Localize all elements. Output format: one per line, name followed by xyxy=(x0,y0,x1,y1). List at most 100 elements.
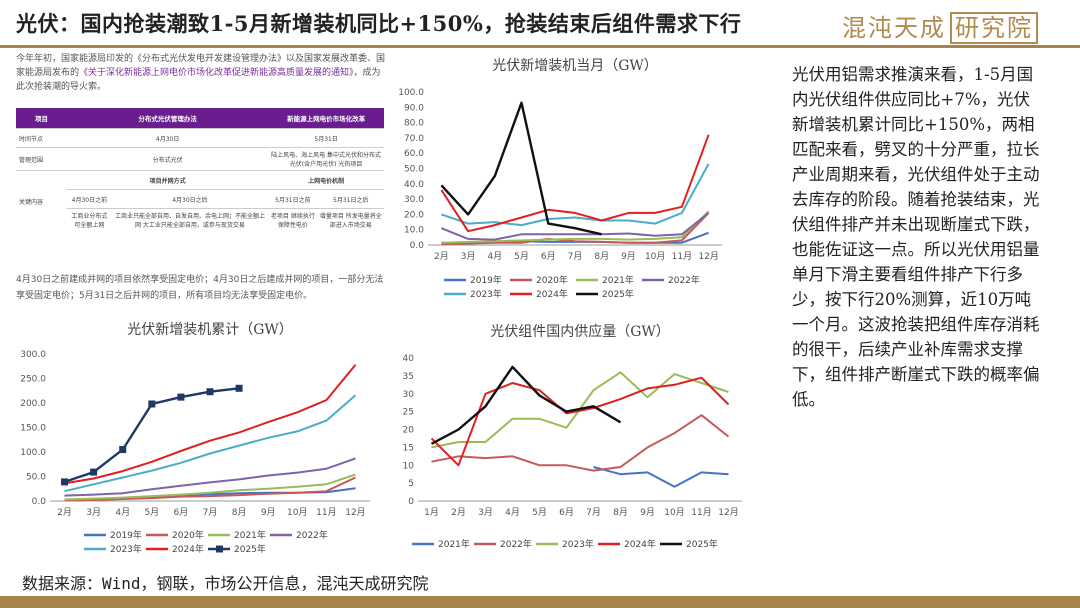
policy-table: 项目 分布式光伏管理办法 新能源上网电价市场化改革 时间节点 4月30日 5月3… xyxy=(16,108,384,231)
x-tick-label: 8月 xyxy=(613,507,628,518)
policy-subheader: 5月31日之后 xyxy=(317,189,384,209)
series-marker xyxy=(61,478,69,486)
x-tick-label: 12月 xyxy=(718,507,738,518)
policy-subheader: 4月30日之后 xyxy=(111,189,269,209)
data-source: 数据来源：Wind，钢联，市场公开信息，混沌天成研究院 xyxy=(22,574,429,593)
legend-label: 2024年 xyxy=(624,538,656,550)
logo-text: 混沌天成 研究院 xyxy=(842,8,1038,44)
y-tick-label: 150.0 xyxy=(20,424,46,434)
series-line-2020年 xyxy=(64,476,356,502)
y-tick-label: 100.0 xyxy=(20,448,46,458)
series-line-2021年 xyxy=(441,210,710,244)
supply-chart: 光伏组件国内供应量（GW） 0 5 10 15 20 25 30 35 40 1月 2月 3月 4月 5月 6… xyxy=(390,318,750,566)
policy-key: 管理范围 xyxy=(16,147,67,171)
y-tick-label: 20.0 xyxy=(404,210,424,220)
series-marker xyxy=(119,446,127,454)
x-tick-label: 7月 xyxy=(203,507,218,518)
legend-label: 2020年 xyxy=(172,529,204,541)
monthly-chart: 光伏新增装机当月（GW） 0.0 10.0 20.0 30.0 40.0 50.0 60.0 7… xyxy=(392,52,732,302)
series-line-2022年 xyxy=(431,414,730,472)
legend-label: 2019年 xyxy=(110,529,142,541)
legend-label: 2023年 xyxy=(562,538,594,550)
x-tick-label: 9月 xyxy=(261,507,276,518)
legend-label: 2023年 xyxy=(470,288,502,300)
legend-label: 2025年 xyxy=(686,538,718,550)
policy-key: 关键内容 xyxy=(16,170,67,231)
series-line-2022年 xyxy=(441,212,710,241)
y-tick-label: 0 xyxy=(408,497,414,507)
y-tick-label: 20 xyxy=(403,426,415,436)
series-line-2021年 xyxy=(593,466,729,488)
x-tick-label: 10月 xyxy=(287,507,307,518)
x-tick-label: 9月 xyxy=(621,251,636,262)
series-marker xyxy=(206,388,214,396)
x-tick-label: 4月 xyxy=(487,251,502,262)
policy-subheader: 4月30日之前 xyxy=(67,189,112,209)
x-tick-label: 3月 xyxy=(86,507,101,518)
logo-text-a: 混沌天成 xyxy=(842,14,946,42)
legend-label: 2021年 xyxy=(438,538,470,550)
policy-subvalue: 工商业分布式可全额上网 xyxy=(67,208,112,231)
x-tick-label: 3月 xyxy=(461,251,476,262)
series-marker xyxy=(90,468,98,476)
series-line-2025年 xyxy=(430,365,622,445)
x-tick-label: 10月 xyxy=(664,507,684,518)
policy-header: 项目 xyxy=(16,108,67,129)
page-title: 光伏：国内抢装潮致1-5月新增装机同比+150%，抢装结束后组件需求下行 xyxy=(16,11,742,36)
policy-cell: 项目并网方式 xyxy=(67,170,269,190)
x-tick-label: 11月 xyxy=(672,251,692,262)
x-tick-label: 5月 xyxy=(144,507,159,518)
intro-p2: ，成为此次抢装潮的导火索。 xyxy=(16,68,381,92)
x-tick-label: 6月 xyxy=(559,507,574,518)
policy-row: 管理范围 分布式光伏 陆上风电、海上风电 集中式光伏和分布式光伏(含户用光伏) … xyxy=(16,147,384,171)
legend-label: 2021年 xyxy=(602,274,634,286)
logo-text-b: 研究院 xyxy=(950,12,1038,44)
x-tick-label: 12月 xyxy=(345,507,365,518)
top-divider xyxy=(0,45,1080,48)
commentary-text: 光伏用铝需求推演来看，1-5月国内光伏组件供应同比+7%，光伏新增装机累计同比+… xyxy=(792,65,1040,409)
x-tick-label: 4月 xyxy=(115,507,130,518)
policy-key: 时间节点 xyxy=(16,128,67,148)
x-tick-label: 8月 xyxy=(594,251,609,262)
policy-subheader: 5月31日之前 xyxy=(268,189,318,209)
legend-label: 2025年 xyxy=(234,543,266,555)
y-tick-label: 50.0 xyxy=(26,473,46,483)
x-tick-label: 11月 xyxy=(691,507,711,518)
x-tick-label: 7月 xyxy=(568,251,583,262)
policy-row: 关键内容 项目并网方式 上网电价机制 xyxy=(16,170,384,231)
legend-label: 2024年 xyxy=(536,288,568,300)
series-line-2024年 xyxy=(64,364,357,485)
x-tick-label: 6月 xyxy=(174,507,189,518)
y-tick-label: 30 xyxy=(403,390,415,400)
x-tick-label: 9月 xyxy=(640,507,655,518)
x-tick-label: 1月 xyxy=(424,507,439,518)
policy-cell: 5月31日 xyxy=(268,128,384,148)
policy-subvalue: 工商业只能全部自用、自发自用、余电上网；不能全额上网 大工业只能全部自用，或参与… xyxy=(111,208,269,231)
y-tick-label: 10.0 xyxy=(404,226,424,236)
x-tick-label: 10月 xyxy=(645,251,665,262)
x-tick-label: 8月 xyxy=(232,507,247,518)
series-marker xyxy=(235,384,243,392)
y-tick-label: 25 xyxy=(403,408,414,418)
policy-cell: 4月30日 xyxy=(67,128,269,148)
y-tick-label: 50.0 xyxy=(404,165,424,175)
y-tick-label: 80.0 xyxy=(404,119,424,129)
x-tick-label: 7月 xyxy=(586,507,601,518)
y-tick-label: 15 xyxy=(403,443,414,453)
y-tick-label: 40 xyxy=(403,354,415,364)
y-tick-label: 0.0 xyxy=(410,241,425,251)
logo: 混沌天成 研究院 xyxy=(842,6,1072,44)
x-tick-label: 6月 xyxy=(541,251,556,262)
policy-header-row: 项目 分布式光伏管理办法 新能源上网电价市场化改革 xyxy=(16,108,384,129)
y-tick-label: 90.0 xyxy=(404,103,424,113)
y-tick-label: 250.0 xyxy=(20,375,46,385)
legend-label: 2022年 xyxy=(668,274,700,286)
series-line-2023年 xyxy=(441,163,710,227)
chart-title: 光伏新增装机累计（GW） xyxy=(127,322,293,338)
policy-row: 时间节点 4月30日 5月31日 xyxy=(16,128,384,148)
series-line-2025年 xyxy=(440,101,602,236)
y-tick-label: 0.0 xyxy=(32,497,47,507)
intro-p1: 今年年初，国家能源局印发的《分布式光伏发电开发建设管理办法》以及国家发展改革委、… xyxy=(16,54,386,78)
x-tick-label: 11月 xyxy=(316,507,336,518)
legend-label: 2022年 xyxy=(500,538,532,550)
